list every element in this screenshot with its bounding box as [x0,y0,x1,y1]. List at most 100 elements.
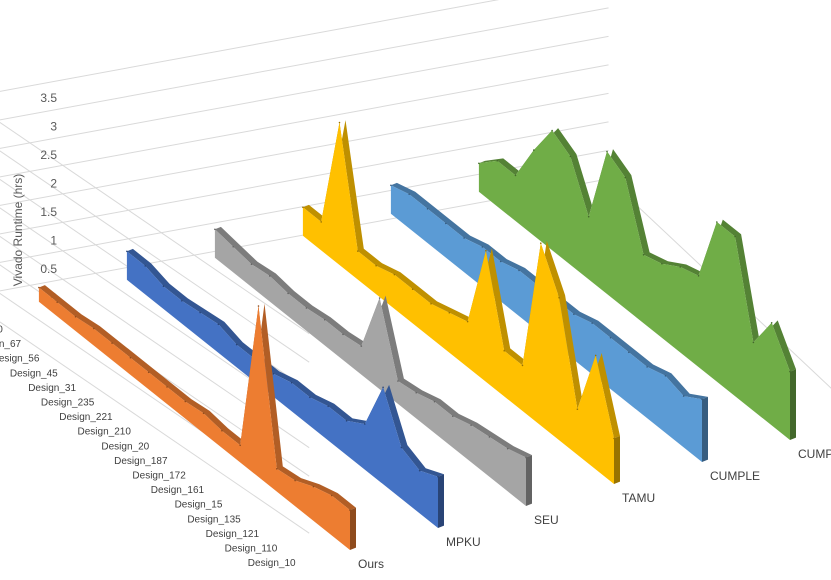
series-label: CUMPLE [710,469,760,483]
data-point-seu [378,297,381,299]
ribbon-end-cap [614,436,620,484]
ribbon-front-face [214,229,526,507]
category-label: Design_187 [114,456,168,467]
data-point-ours [129,356,132,359]
data-point-cumple [518,269,520,272]
category-label: Design_135 [187,514,241,525]
data-point-seu [269,275,271,277]
ribbon-front-face [38,287,351,550]
data-point-cumple [664,375,667,377]
data-point-tamu [521,364,524,367]
data-point-tamu [558,296,560,299]
category-label: Design_10 [248,558,296,569]
grid-line-back [0,35,609,149]
data-point-cumple [408,193,411,195]
data-point-ours [239,444,241,447]
data-point-cump [551,129,553,132]
data-point-cump [587,215,590,218]
category-label: Design_110 [225,544,278,555]
y-tick-label: 3 [50,119,57,133]
data-point-seu [506,447,509,450]
data-point-ours [330,494,333,497]
data-point-cump [679,266,681,268]
data-point-ours [111,342,113,344]
data-point-ours [93,327,95,330]
series-labels: Ours MPKU SEU TAMU CUMPLE CUMP [358,447,831,571]
series-ribbon-mpku [126,248,445,529]
data-point-mpku [199,311,201,314]
data-point-tamu [393,273,396,276]
data-point-cumple [499,260,502,263]
data-point-tamu [540,242,542,244]
data-point-cump [770,322,773,324]
data-point-cump [514,174,517,177]
data-point-mpku [382,386,384,389]
data-point-mpku [400,446,403,449]
data-point-seu [287,292,289,295]
grid-line-side [0,321,310,534]
series-label: SEU [534,513,559,527]
data-point-cump [752,341,755,344]
data-point-cump [642,254,645,256]
data-point-mpku [162,285,165,288]
data-point-seu [433,400,436,403]
series-label: TAMU [622,491,655,505]
data-point-tamu [503,350,506,352]
data-point-seu [397,380,399,382]
data-point-tamu [411,288,414,291]
data-point-ours [38,286,40,289]
series-label: CUMP [798,447,831,461]
ribbon-end-cap [790,369,796,440]
data-point-seu [250,263,253,266]
data-point-cump [533,149,535,151]
data-point-ours [184,400,187,403]
data-point-tamu [576,408,579,411]
data-point-cumple [591,322,593,324]
category-label: Design_172 [132,471,186,482]
data-point-cumple [646,366,648,368]
category-label: Design_210 [78,427,132,438]
ribbon-end-cap [350,507,356,550]
y-axis-title: Vivado Runtime (hrs) [11,174,25,287]
data-point-ours [294,479,296,482]
data-point-mpku [309,396,311,399]
data-point-seu [488,436,491,438]
data-point-mpku [126,250,128,253]
data-point-seu [323,318,326,321]
data-point-cump [606,150,608,153]
data-point-seu [305,307,308,309]
data-point-seu [415,391,418,394]
data-point-seu [342,333,344,336]
data-point-tamu [338,121,341,124]
data-point-seu [232,245,234,248]
ribbon-end-cap [438,474,444,528]
data-point-cumple [463,237,465,239]
data-point-mpku [327,405,330,408]
data-point-tamu [375,264,377,267]
series-label: Ours [358,557,384,571]
data-point-mpku [235,343,238,346]
series-ribbons [38,120,796,550]
data-point-ours [166,386,168,388]
data-point-seu [452,415,454,418]
series-ribbon-cump [478,128,796,440]
ribbon-front-face [126,251,439,529]
ribbon-top-face [126,248,445,477]
data-point-cump [478,162,480,165]
ribbon-top-face [38,285,357,511]
grid-line-back [0,121,609,235]
data-point-cump [661,262,663,265]
data-point-tamu [448,311,451,314]
grid-line-side [0,150,310,363]
ribbon-front-face [302,122,614,484]
data-point-seu [470,424,472,426]
category-label: Design_56 [0,354,40,365]
data-point-mpku [418,469,421,472]
data-point-ours [257,305,260,307]
data-point-cumple [481,246,484,248]
data-point-cumple [609,336,612,339]
data-point-seu [214,228,216,231]
data-point-cumple [390,184,392,187]
data-point-tamu [357,250,359,252]
data-point-mpku [290,381,293,384]
